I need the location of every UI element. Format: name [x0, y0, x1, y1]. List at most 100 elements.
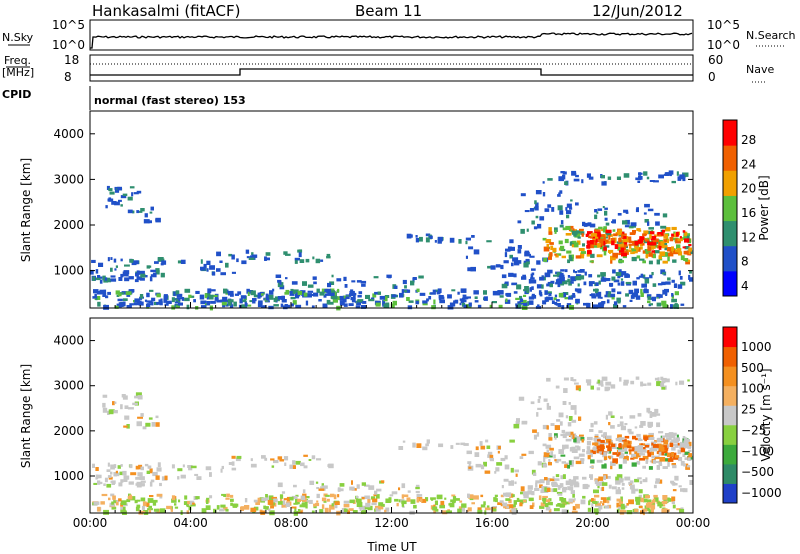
heatmap-cell [183, 501, 189, 505]
heatmap-cell [535, 202, 539, 207]
heatmap-cell [523, 262, 529, 268]
heatmap-cell [568, 402, 571, 405]
heatmap-cell [416, 288, 420, 293]
heatmap-cell [618, 269, 622, 274]
heatmap-cell [176, 305, 180, 308]
heatmap-cell [519, 502, 523, 507]
heatmap-cell [495, 264, 501, 268]
heatmap-cell [594, 434, 599, 438]
heatmap-cell [373, 276, 379, 279]
heatmap-cell [439, 299, 445, 304]
heatmap-cell [195, 290, 200, 294]
heatmap-cell [619, 421, 624, 427]
heatmap-cell [402, 505, 405, 508]
velocity-colorbar-tick: 100 [741, 382, 764, 396]
heatmap-cell [631, 256, 637, 262]
heatmap-cell [211, 271, 216, 276]
heatmap-cell [527, 301, 530, 306]
heatmap-cell [565, 480, 572, 486]
heatmap-cell [544, 290, 548, 295]
heatmap-cell [171, 495, 176, 501]
heatmap-cell [634, 240, 639, 246]
heatmap-cell [148, 220, 152, 224]
heatmap-cell [621, 271, 627, 276]
heatmap-cell [595, 288, 598, 294]
heatmap-cell [368, 298, 375, 302]
heatmap-cell [607, 386, 610, 391]
heatmap-cell [637, 477, 642, 480]
heatmap-cell [684, 437, 688, 442]
heatmap-cell [682, 172, 689, 177]
heatmap-cell [281, 299, 287, 303]
velocity-ytick-label: 4000 [53, 334, 84, 348]
heatmap-cell [461, 507, 466, 512]
heatmap-cell [546, 283, 551, 287]
heatmap-cell [567, 422, 572, 427]
heatmap-cell [611, 240, 615, 246]
heatmap-cell [122, 506, 126, 512]
heatmap-cell [603, 246, 607, 251]
heatmap-cell [601, 482, 608, 486]
heatmap-cell [307, 290, 314, 293]
heatmap-cell [548, 433, 552, 438]
heatmap-cell [290, 296, 296, 300]
power-colorbar-segment [723, 245, 737, 272]
heatmap-cell [671, 298, 677, 303]
heatmap-cell [632, 435, 636, 440]
heatmap-cell [289, 291, 295, 296]
heatmap-cell [589, 452, 593, 458]
heatmap-cell [106, 469, 111, 472]
heatmap-cell [541, 284, 544, 289]
heatmap-cell [562, 444, 566, 450]
heatmap-cell [344, 284, 348, 288]
heatmap-cell [684, 238, 690, 243]
heatmap-cell [130, 259, 134, 263]
heatmap-cell [667, 458, 674, 462]
heatmap-cell [216, 505, 220, 510]
heatmap-cell [465, 304, 472, 308]
heatmap-cell [148, 509, 152, 514]
heatmap-cell [126, 305, 132, 308]
heatmap-cell [605, 438, 612, 443]
heatmap-cell [330, 295, 334, 299]
heatmap-cell [573, 178, 580, 182]
heatmap-cell [219, 508, 225, 512]
heatmap-cell [629, 482, 632, 486]
heatmap-cell [305, 496, 310, 499]
heatmap-cell [378, 506, 384, 510]
heatmap-cell [328, 509, 331, 513]
heatmap-cell [574, 382, 579, 385]
heatmap-cell [610, 443, 616, 448]
heatmap-cell [277, 482, 283, 488]
heatmap-cell [573, 269, 575, 273]
heatmap-cell [297, 509, 301, 512]
heatmap-cell [655, 221, 660, 226]
heatmap-cell [597, 239, 602, 243]
heatmap-cell [324, 507, 329, 513]
heatmap-cell [645, 503, 652, 508]
heatmap-cell [206, 296, 209, 300]
heatmap-cell [311, 305, 315, 308]
heatmap-cell [620, 496, 623, 502]
heatmap-cell [667, 252, 674, 257]
velocity-ytick-label: 1000 [53, 469, 84, 483]
heatmap-cell [113, 258, 117, 263]
heatmap-cell [588, 449, 595, 454]
heatmap-cell [665, 172, 672, 176]
heatmap-cell [647, 244, 650, 249]
heatmap-cell [633, 456, 638, 459]
heatmap-cell [451, 494, 456, 497]
heatmap-cell [91, 259, 96, 263]
heatmap-cell [110, 278, 117, 282]
heatmap-cell [643, 498, 648, 503]
heatmap-cell [285, 277, 288, 280]
heatmap-cell [635, 500, 641, 505]
heatmap-cell [401, 500, 407, 505]
heatmap-cell [432, 289, 437, 293]
heatmap-cell [613, 233, 618, 237]
heatmap-cell [331, 296, 338, 300]
heatmap-cell [265, 296, 269, 301]
heatmap-cell [306, 293, 312, 298]
heatmap-cell [441, 296, 445, 300]
heatmap-cell [628, 243, 635, 246]
